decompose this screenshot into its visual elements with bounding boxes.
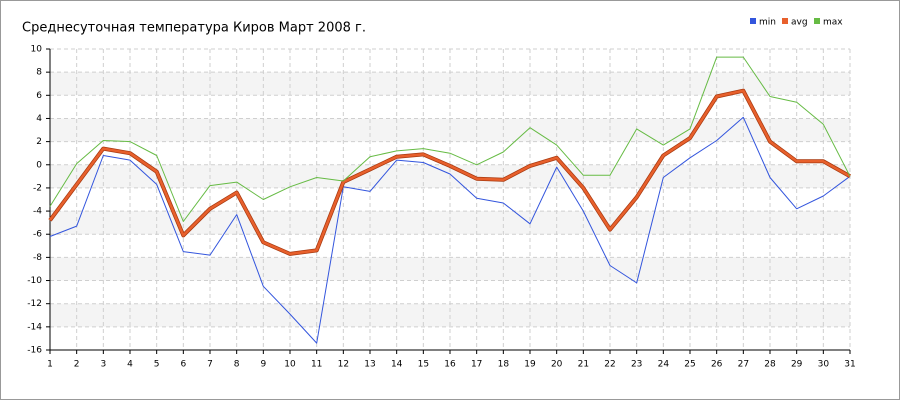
x-tick-label: 30 (818, 360, 830, 370)
x-tick-label: 8 (234, 360, 240, 370)
y-tick-label: -10 (27, 276, 42, 286)
x-tick-label: 19 (524, 360, 536, 370)
x-tick-label: 31 (844, 360, 855, 370)
x-tick-label: 21 (578, 360, 589, 370)
x-tick-label: 22 (604, 360, 615, 370)
series-line (49, 56, 851, 222)
x-tick-label: 2 (74, 360, 80, 370)
x-tick-label: 28 (764, 360, 776, 370)
x-tick-label: 10 (284, 360, 296, 370)
grid-band (50, 211, 850, 235)
x-tick-label: 18 (498, 360, 510, 370)
y-tick-label: 2 (36, 137, 42, 147)
grid-band (50, 72, 850, 96)
grid-band (50, 118, 850, 142)
y-tick-label: 4 (36, 114, 42, 124)
x-tick-label: 1 (47, 360, 53, 370)
x-tick-label: 6 (180, 360, 186, 370)
x-tick-label: 9 (260, 360, 266, 370)
x-tick-label: 16 (444, 360, 456, 370)
x-tick-label: 12 (338, 360, 349, 370)
series-line (48, 89, 851, 256)
x-tick-label: 3 (100, 360, 106, 370)
y-tick-label: 0 (36, 160, 42, 170)
x-tick-label: 11 (311, 360, 322, 370)
y-tick-label: -6 (33, 230, 42, 240)
x-tick-label: 27 (738, 360, 749, 370)
y-tick-label: 6 (36, 91, 42, 101)
x-tick-label: 15 (418, 360, 429, 370)
x-tick-label: 29 (791, 360, 803, 370)
legend-swatch (814, 18, 820, 24)
series-line (49, 116, 851, 344)
legend-label: max (823, 18, 843, 28)
y-tick-label: -16 (27, 346, 42, 356)
chart-title: Среднесуточная температура Киров Март 20… (22, 21, 366, 36)
x-tick-label: 14 (391, 360, 403, 370)
legend-swatch (782, 18, 788, 24)
y-tick-label: 10 (31, 45, 43, 55)
legend-label: min (759, 18, 776, 28)
x-tick-label: 4 (127, 360, 133, 370)
y-tick-label: -12 (27, 299, 42, 309)
legend-swatch (750, 18, 756, 24)
y-tick-label: -4 (33, 207, 42, 217)
x-tick-label: 24 (658, 360, 670, 370)
y-tick-label: -2 (33, 183, 42, 193)
x-tick-label: 13 (364, 360, 375, 370)
x-tick-label: 20 (551, 360, 563, 370)
legend-label: avg (791, 18, 808, 28)
x-tick-label: 25 (684, 360, 695, 370)
x-tick-label: 26 (711, 360, 723, 370)
x-tick-label: 7 (207, 360, 213, 370)
x-tick-label: 5 (154, 360, 160, 370)
y-tick-label: 8 (36, 68, 42, 78)
y-tick-label: -14 (27, 322, 42, 332)
x-tick-label: 23 (631, 360, 642, 370)
x-tick-label: 17 (471, 360, 482, 370)
y-tick-label: -8 (33, 253, 42, 263)
